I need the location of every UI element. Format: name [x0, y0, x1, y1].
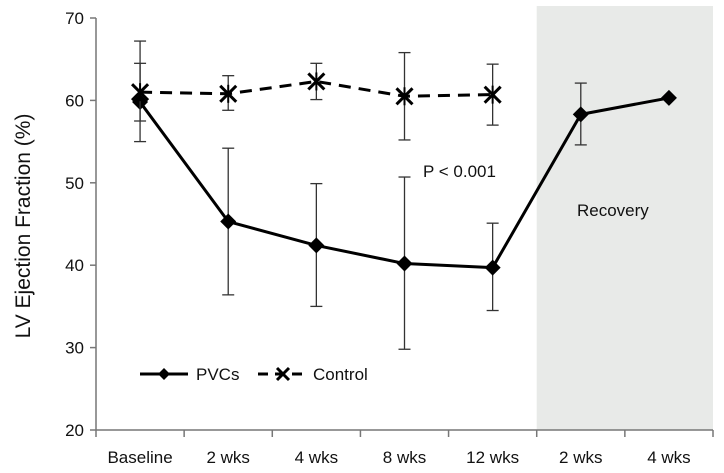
x-tick-label: 2 wks [559, 448, 602, 467]
x-tick-label: 4 wks [295, 448, 338, 467]
pvcs-point [572, 106, 589, 123]
recovery-shade-rect [536, 6, 713, 430]
legend-control-marker [275, 366, 291, 382]
x-tick-label: 4 wks [647, 448, 690, 467]
x-tick-label: 12 wks [466, 448, 519, 467]
x-tick-label: 8 wks [383, 448, 426, 467]
axes: 20 30 40 50 60 70 Baseline 2 wks 4 wks 8 wks 12 wk… [65, 9, 714, 467]
y-tick-label: 50 [65, 174, 84, 193]
y-tick-label: 20 [65, 421, 84, 440]
text-layer: LV Ejection Fraction (%) P < 0.001 Recov… [12, 114, 649, 339]
y-tick-label: 70 [65, 9, 84, 28]
control-error-bar [134, 40, 147, 122]
pvcs-point [484, 259, 501, 276]
recovery-region [536, 6, 713, 430]
y-tick-label: 40 [65, 256, 84, 275]
x-tick-label: Baseline [107, 448, 172, 467]
control-point [219, 84, 238, 103]
legend-control-label: Control [313, 365, 368, 384]
y-tick-label: 60 [65, 91, 84, 110]
recovery-label: Recovery [577, 201, 649, 220]
pvcs-point [660, 89, 677, 106]
y-tick-label: 30 [65, 339, 84, 358]
control-point [131, 83, 150, 102]
pvcs-point [396, 255, 413, 272]
legend-pvcs-marker [158, 368, 170, 380]
pvcs-point [308, 237, 325, 254]
x-tick-label: 2 wks [206, 448, 249, 467]
y-axis-label: LV Ejection Fraction (%) [12, 114, 35, 339]
control-point [395, 87, 414, 106]
pvcs-point [220, 213, 237, 230]
series-layer [131, 40, 677, 350]
control-point [307, 72, 326, 91]
control-point [483, 85, 502, 104]
legend-pvcs-label: PVCs [196, 365, 239, 384]
legend: PVCs Control [140, 365, 368, 384]
p-value-annotation: P < 0.001 [423, 162, 496, 181]
